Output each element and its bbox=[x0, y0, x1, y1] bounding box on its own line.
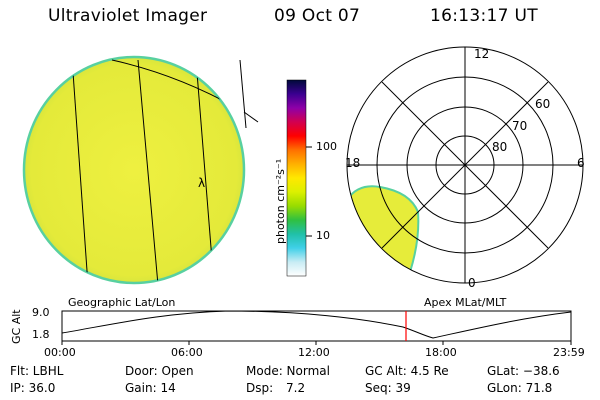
timeline-tick-0: 00:00 bbox=[44, 346, 76, 359]
mlat-label-80: 80 bbox=[492, 140, 508, 154]
geo-marker: λ bbox=[198, 176, 206, 190]
info-dsp-label: Dsp: bbox=[246, 381, 274, 395]
timeline-tick-2: 12:00 bbox=[298, 346, 330, 359]
polar-grid bbox=[346, 46, 584, 284]
info-gc-alt: GC Alt: 4.5 Re bbox=[365, 364, 449, 378]
mlt-label-0: 0 bbox=[468, 276, 476, 290]
geographic-disk bbox=[22, 55, 259, 285]
altitude-timeline bbox=[61, 310, 572, 345]
timeline-tick-3: 18:00 bbox=[425, 346, 457, 359]
info-door: Door: Open bbox=[125, 364, 194, 378]
info-seq: Seq: 39 bbox=[365, 381, 411, 395]
date-label: 09 Oct 07 bbox=[274, 6, 361, 26]
polar-plot bbox=[346, 46, 584, 284]
mlt-label-12: 12 bbox=[474, 47, 490, 61]
altitude-curve bbox=[61, 310, 572, 339]
info-dsp-value: 7.2 bbox=[286, 381, 306, 395]
info-gain: Gain: 14 bbox=[125, 381, 176, 395]
colorbar-tick-100: 100 bbox=[316, 140, 337, 153]
info-glat: GLat: −38.6 bbox=[487, 364, 560, 378]
geographic-grid-line-outer bbox=[239, 59, 247, 129]
info-filter: Flt: LBHL bbox=[10, 364, 64, 378]
info-glon: GLon: 71.8 bbox=[487, 381, 553, 395]
instrument-title: Ultraviolet Imager bbox=[48, 6, 208, 26]
mlat-label-70: 70 bbox=[512, 119, 528, 133]
geo-panel-label: Geographic Lat/Lon bbox=[68, 296, 176, 309]
colorbar bbox=[286, 79, 312, 277]
info-ip: IP: 36.0 bbox=[10, 381, 56, 395]
colorbar-unit-label: photon cm⁻²s⁻¹ bbox=[274, 158, 287, 244]
polar-aurora-region bbox=[347, 185, 420, 274]
geographic-grid-line-outer-2 bbox=[243, 111, 259, 123]
mlt-label-6: 6 bbox=[577, 156, 585, 170]
colorbar-tick-10: 10 bbox=[316, 229, 330, 242]
info-mode: Mode: Normal bbox=[246, 364, 330, 378]
timeline-axis-label: GC Alt bbox=[10, 309, 23, 344]
mlat-label-60: 60 bbox=[535, 97, 551, 111]
timeline-tick-1: 06:00 bbox=[171, 346, 203, 359]
timeline-ymax: 9.0 bbox=[32, 306, 50, 319]
timeline-tick-4: 23:59 bbox=[553, 346, 585, 359]
time-label: 16:13:17 UT bbox=[430, 6, 538, 26]
mlt-label-18: 18 bbox=[345, 156, 361, 170]
polar-panel-label: Apex MLat/MLT bbox=[424, 296, 507, 309]
timeline-ymin: 1.8 bbox=[32, 328, 50, 341]
